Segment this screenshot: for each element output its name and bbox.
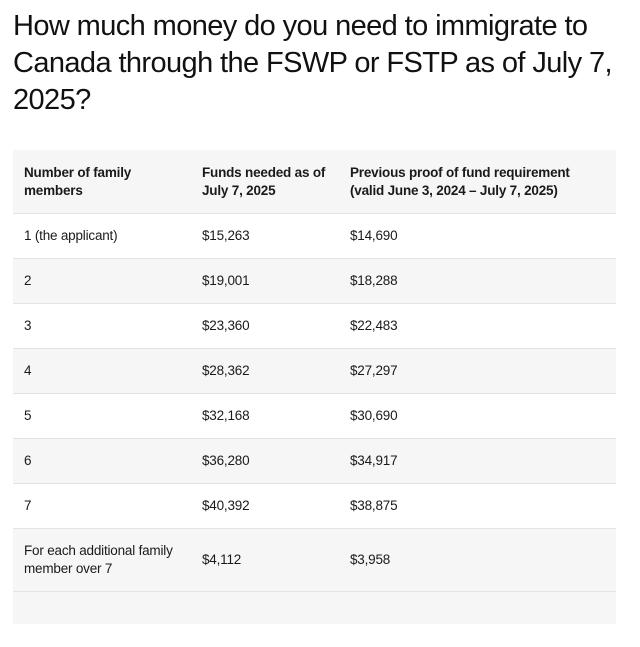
page-title: How much money do you need to immigrate … — [13, 10, 613, 116]
funds-needed-cell: $15,263 — [191, 213, 339, 259]
header-previous-requirement: Previous proof of fund requirement (vali… — [339, 150, 616, 214]
previous-requirement-cell: $22,483 — [339, 303, 616, 349]
funds-table-container: Number of family members Funds needed as… — [13, 150, 616, 624]
table-footer-spacer — [13, 591, 616, 619]
funds-needed-cell: $28,362 — [191, 348, 339, 394]
funds-needed-cell: $32,168 — [191, 393, 339, 439]
funds-needed-cell: $4,112 — [191, 528, 339, 592]
previous-requirement-cell: $18,288 — [339, 258, 616, 304]
funds-needed-cell: $19,001 — [191, 258, 339, 304]
funds-needed-cell: $36,280 — [191, 438, 339, 484]
family-members-cell: 6 — [13, 438, 191, 484]
previous-requirement-cell: $27,297 — [339, 348, 616, 394]
table-row: 2 $19,001 $18,288 — [13, 258, 616, 304]
family-members-cell: For each additional family member over 7 — [13, 528, 191, 592]
header-family-members: Number of family members — [13, 150, 191, 214]
family-members-cell: 4 — [13, 348, 191, 394]
funds-table: Number of family members Funds needed as… — [13, 150, 616, 619]
family-members-cell: 3 — [13, 303, 191, 349]
previous-requirement-cell: $14,690 — [339, 213, 616, 259]
funds-needed-cell: $23,360 — [191, 303, 339, 349]
table-row: For each additional family member over 7… — [13, 528, 616, 592]
table-row: 1 (the applicant) $15,263 $14,690 — [13, 213, 616, 259]
table-header-row: Number of family members Funds needed as… — [13, 150, 616, 214]
family-members-cell: 1 (the applicant) — [13, 213, 191, 259]
table-row: 7 $40,392 $38,875 — [13, 483, 616, 529]
header-funds-needed: Funds needed as of July 7, 2025 — [191, 150, 339, 214]
previous-requirement-cell: $30,690 — [339, 393, 616, 439]
family-members-cell: 5 — [13, 393, 191, 439]
family-members-cell: 7 — [13, 483, 191, 529]
family-members-cell: 2 — [13, 258, 191, 304]
table-row: 5 $32,168 $30,690 — [13, 393, 616, 439]
previous-requirement-cell: $38,875 — [339, 483, 616, 529]
table-row: 6 $36,280 $34,917 — [13, 438, 616, 484]
previous-requirement-cell: $3,958 — [339, 528, 616, 592]
previous-requirement-cell: $34,917 — [339, 438, 616, 484]
funds-needed-cell: $40,392 — [191, 483, 339, 529]
table-row: 3 $23,360 $22,483 — [13, 303, 616, 349]
table-row: 4 $28,362 $27,297 — [13, 348, 616, 394]
